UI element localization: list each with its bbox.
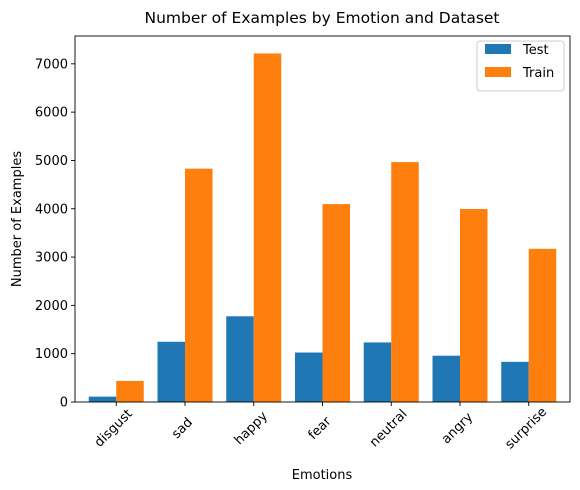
y-tick-label: 2000 — [35, 299, 68, 314]
legend-swatch-train — [485, 67, 511, 77]
bar-train-angry — [460, 208, 488, 402]
bar-test-surprise — [501, 361, 529, 402]
chart-title: Number of Examples by Emotion and Datase… — [144, 9, 499, 27]
x-tick-label-neutral: neutral — [367, 407, 410, 450]
y-tick-label: 3000 — [35, 251, 68, 266]
bar-train-disgust — [116, 380, 144, 402]
legend-label-train: Train — [522, 66, 554, 81]
y-tick-label: 1000 — [35, 347, 68, 362]
bar-test-disgust — [88, 396, 117, 402]
x-tick-label-sad: sad — [169, 415, 196, 442]
bar-train-fear — [322, 204, 350, 402]
y-tick-label: 4000 — [35, 202, 68, 217]
legend-label-test: Test — [522, 43, 549, 58]
bar-train-sad — [185, 168, 213, 402]
y-axis: 0 1000 2000 3000 4000 5000 6000 7000 — [35, 57, 75, 411]
bar-train-surprise — [528, 248, 557, 402]
y-tick-label: 5000 — [35, 154, 68, 169]
x-axis: disgust sad happy fear neutral angry surprise — [92, 402, 550, 452]
bar-test-fear — [295, 352, 323, 402]
bar-train-happy — [253, 53, 282, 403]
x-tick-label-happy: happy — [232, 409, 271, 448]
bar-train-neutral — [391, 162, 419, 402]
x-tick-label-disgust: disgust — [92, 407, 136, 451]
y-axis-title: Number of Examples — [10, 151, 25, 287]
legend: Test Train — [476, 40, 565, 92]
y-tick-label: 7000 — [35, 57, 68, 72]
bar-test-angry — [432, 355, 460, 402]
bar-test-sad — [157, 341, 185, 402]
x-tick-label-fear: fear — [306, 414, 335, 443]
x-tick-label-angry: angry — [439, 410, 476, 447]
bars-group — [88, 53, 557, 403]
x-axis-title: Emotions — [292, 468, 353, 483]
bar-test-happy — [226, 316, 254, 402]
x-tick-label-surprise: surprise — [502, 405, 550, 453]
bar-test-neutral — [363, 342, 392, 402]
plot-frame — [74, 35, 571, 403]
y-tick-label: 6000 — [35, 106, 68, 121]
legend-swatch-test — [485, 44, 511, 54]
y-tick-label: 0 — [60, 396, 68, 411]
